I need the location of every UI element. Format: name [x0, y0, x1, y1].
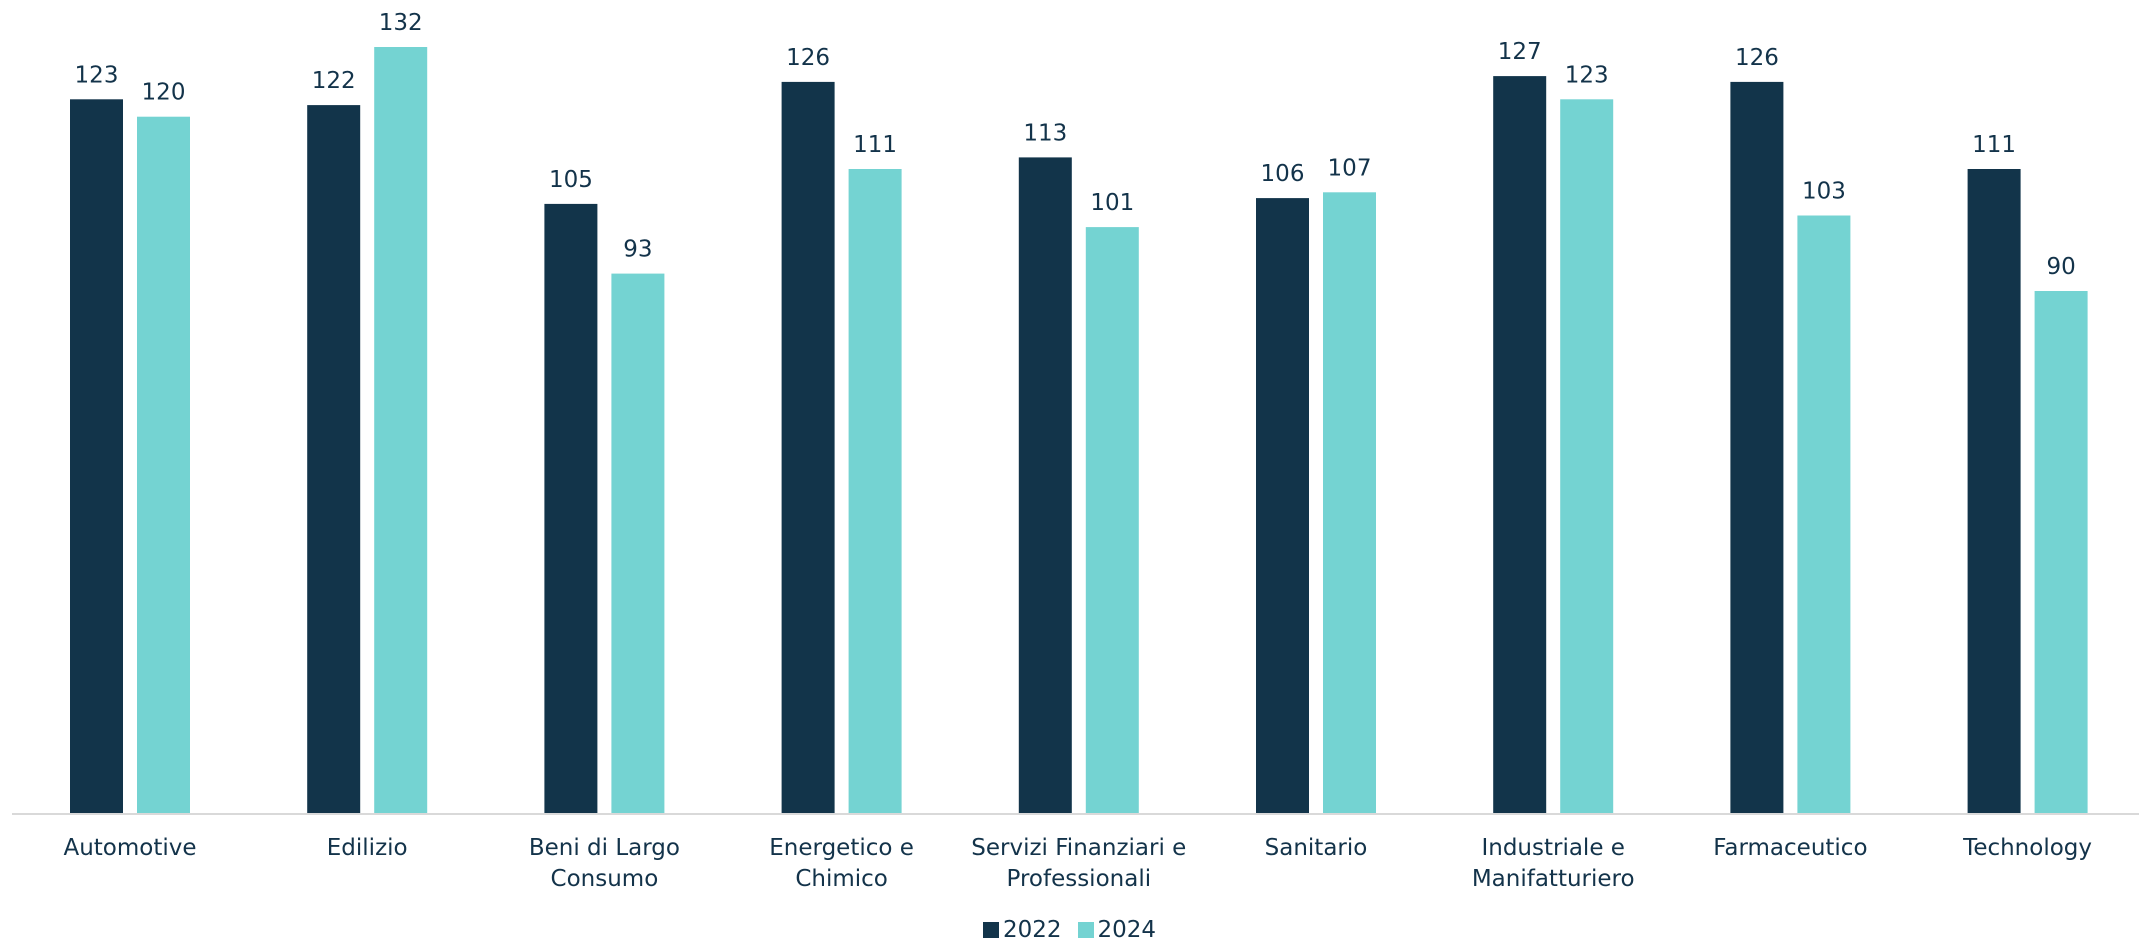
value-label-2022-2: 105: [549, 167, 593, 193]
bar-2024-3: [848, 169, 902, 814]
category-label-3: Energetico e Chimico: [769, 835, 914, 892]
category-label-6: Industriale e Manifatturiero: [1472, 835, 1635, 892]
bar-2022-0: [70, 99, 123, 815]
bar-2024-1: [374, 47, 428, 814]
legend-swatch-2022: [982, 922, 999, 938]
value-label-2024-6: 123: [1565, 62, 1609, 88]
legend-label-2022: 2022: [1002, 917, 1062, 943]
value-label-2024-8: 90: [2046, 254, 2075, 280]
value-label-2024-7: 103: [1802, 179, 1846, 205]
bar-2024-5: [1323, 192, 1376, 815]
value-label-2022-4: 113: [1023, 120, 1067, 146]
value-label-2022-5: 106: [1261, 161, 1305, 187]
value-label-2022-0: 123: [75, 62, 119, 88]
value-label-2022-7: 126: [1735, 45, 1779, 71]
bar-2022-1: [307, 105, 361, 815]
category-label-7: Farmaceutico: [1713, 835, 1867, 861]
category-label-0: Automotive: [63, 835, 196, 861]
bar-2022-8: [1967, 169, 2021, 814]
value-label-2022-3: 126: [786, 45, 830, 71]
value-label-2024-0: 120: [142, 80, 186, 106]
bar-2022-6: [1493, 76, 1547, 815]
bar-2022-2: [544, 203, 598, 814]
bar-2024-0: [137, 116, 190, 814]
bar-2024-8: [2034, 291, 2088, 814]
value-label-2024-4: 101: [1090, 190, 1134, 216]
value-label-2024-3: 111: [853, 132, 897, 158]
legend-item-2024: 2024: [1077, 917, 1157, 943]
legend-label-2024: 2024: [1097, 917, 1157, 943]
legend: 2022 2024: [0, 917, 2139, 943]
value-label-2024-1: 132: [379, 10, 423, 36]
category-label-8: Technology: [1962, 835, 2092, 861]
category-label-1: Edilizio: [327, 835, 408, 861]
bar-2022-3: [781, 81, 835, 814]
bar-2024-4: [1085, 227, 1139, 815]
value-label-2024-5: 107: [1328, 155, 1372, 181]
value-label-2024-2: 93: [623, 237, 652, 263]
bar-2024-2: [611, 273, 665, 815]
legend-swatch-2024: [1077, 922, 1094, 938]
value-label-2022-6: 127: [1498, 39, 1542, 65]
value-label-2022-1: 122: [312, 68, 356, 94]
legend-item-2022: 2022: [982, 917, 1062, 943]
bar-2024-6: [1560, 99, 1614, 815]
category-label-5: Sanitario: [1265, 835, 1368, 861]
category-label-4: Servizi Finanziari e Professionali: [971, 835, 1186, 892]
bar-2024-7: [1797, 215, 1851, 814]
value-label-2022-8: 111: [1972, 132, 2016, 158]
bar-2022-5: [1256, 198, 1309, 815]
bar-2022-7: [1730, 81, 1784, 814]
category-label-2: Beni di Largo Consumo: [529, 835, 680, 892]
bar-2022-4: [1018, 157, 1072, 814]
